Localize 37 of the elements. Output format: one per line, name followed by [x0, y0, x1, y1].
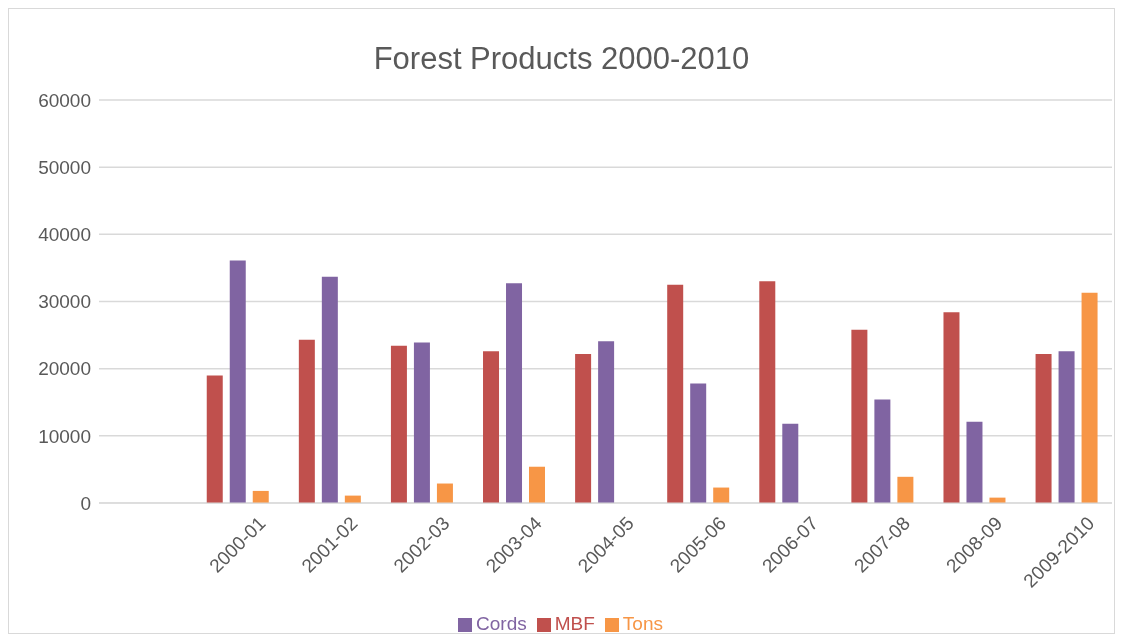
bar	[897, 476, 914, 503]
bar	[390, 345, 407, 503]
bar	[1058, 351, 1075, 503]
bar	[943, 312, 960, 503]
bar	[1035, 353, 1052, 503]
legend-label: Cords	[476, 613, 527, 634]
y-tick-label: 60000	[38, 89, 91, 111]
bar	[874, 399, 891, 503]
bar	[206, 375, 223, 503]
bar	[598, 341, 615, 503]
y-tick-label: 0	[80, 492, 91, 514]
bar	[782, 423, 799, 503]
y-tick-label: 50000	[38, 156, 91, 178]
bar	[575, 353, 592, 503]
legend-label: MBF	[554, 613, 595, 634]
bar	[298, 339, 315, 503]
bar	[483, 351, 500, 503]
bar	[321, 276, 338, 503]
bar	[667, 284, 684, 503]
bar	[506, 283, 523, 503]
bar	[1081, 292, 1098, 503]
bar	[413, 342, 430, 503]
bar	[690, 383, 707, 503]
chart-title: Forest Products 2000-2010	[372, 41, 751, 78]
bar	[851, 329, 868, 503]
legend-label: Tons	[622, 613, 663, 634]
y-tick-label: 30000	[38, 291, 91, 313]
bar	[529, 466, 546, 503]
bar	[436, 483, 453, 503]
bar	[966, 421, 983, 503]
bar	[759, 281, 776, 503]
y-tick-label: 10000	[38, 425, 91, 447]
bar	[713, 487, 730, 503]
y-tick-label: 20000	[38, 358, 91, 380]
bar	[252, 490, 269, 503]
y-tick-label: 40000	[38, 224, 91, 246]
bar	[229, 260, 246, 503]
